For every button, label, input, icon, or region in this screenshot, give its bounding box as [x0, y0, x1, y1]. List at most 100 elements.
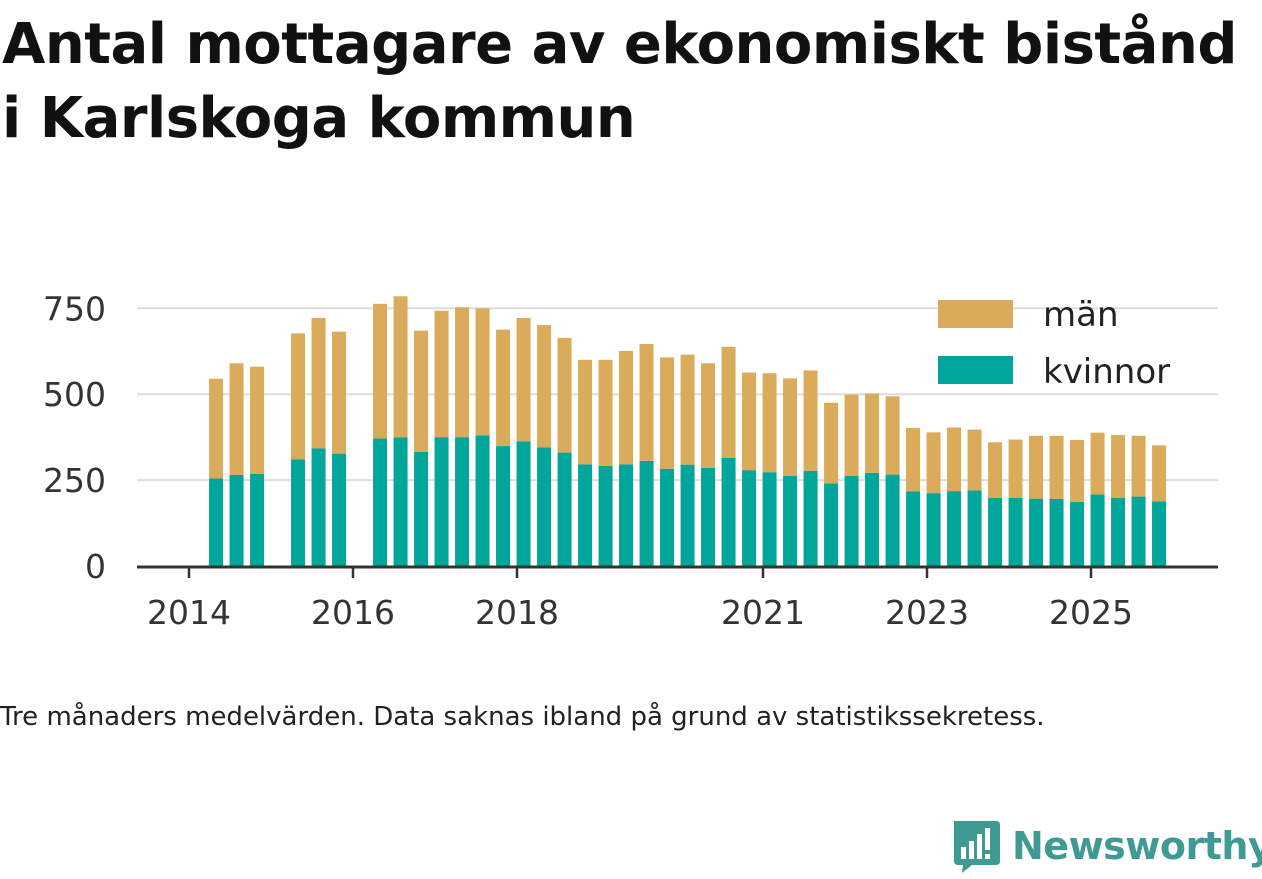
bar-man — [496, 329, 511, 447]
bar-man — [332, 331, 347, 454]
bar-kvinnor — [434, 437, 449, 566]
bar-man — [1152, 445, 1167, 502]
bar-man — [680, 354, 695, 465]
newsworthy-logo: Newsworthy — [950, 818, 1262, 874]
legend-label-kvinnor: kvinnor — [1043, 352, 1170, 392]
bar-man — [742, 372, 757, 471]
bar-kvinnor — [660, 468, 675, 566]
x-tick-label-2016: 2016 — [311, 593, 395, 632]
newsworthy-logo-text: Newsworthy — [1012, 824, 1262, 868]
bar-kvinnor — [496, 446, 511, 566]
bar-kvinnor — [947, 491, 962, 566]
x-tick-label-2018: 2018 — [475, 593, 559, 632]
legend-swatch-man — [938, 300, 1013, 328]
bar-kvinnor — [926, 493, 941, 566]
bar-man — [803, 370, 818, 471]
bar-man — [906, 427, 921, 492]
bar-kvinnor — [844, 475, 859, 566]
bar-kvinnor — [557, 452, 572, 566]
bar-kvinnor — [906, 491, 921, 566]
bar-man — [824, 402, 839, 484]
bar-man — [393, 296, 408, 438]
y-tick-label-500: 500 — [43, 375, 106, 414]
bar-man — [619, 350, 634, 465]
bar-kvinnor — [619, 464, 634, 566]
bar-man — [250, 366, 265, 474]
bar-kvinnor — [1029, 498, 1044, 566]
y-tick-label-0: 0 — [85, 547, 106, 586]
bar-man — [1111, 435, 1126, 498]
bar-man — [1008, 439, 1023, 498]
bar-man — [209, 378, 224, 479]
bar-man — [639, 344, 654, 461]
bar-kvinnor — [1131, 496, 1146, 566]
bar-man — [598, 359, 613, 467]
bar-man — [762, 373, 777, 473]
bar-kvinnor — [865, 472, 880, 566]
bar-kvinnor — [1049, 498, 1064, 566]
bar-man — [455, 307, 470, 438]
newsworthy-logo-icon — [954, 821, 1000, 873]
bar-kvinnor — [1152, 501, 1167, 566]
bar-man — [578, 359, 593, 465]
bar-kvinnor — [1070, 501, 1085, 566]
series-man-bars — [209, 296, 1167, 502]
bar-kvinnor — [803, 470, 818, 566]
bar-kvinnor — [967, 490, 982, 566]
bar-man — [537, 325, 552, 448]
bar-kvinnor — [332, 453, 347, 566]
x-tick-label-2025: 2025 — [1049, 593, 1133, 632]
y-axis-ticks: 0 250 500 750 — [43, 289, 106, 586]
bar-man — [475, 308, 490, 436]
x-axis-ticks: 2014 2016 2018 2021 2023 2025 — [147, 568, 1133, 632]
bar-man — [967, 429, 982, 491]
bar-kvinnor — [721, 457, 736, 566]
bar-man — [926, 432, 941, 494]
bar-kvinnor — [291, 459, 306, 566]
bar-man — [1049, 435, 1064, 499]
bar-kvinnor — [229, 474, 244, 566]
series-kvinnor-bars — [209, 435, 1167, 566]
bar-kvinnor — [783, 475, 798, 566]
bar-man — [701, 363, 716, 468]
bar-kvinnor — [414, 451, 429, 566]
legend: män kvinnor — [938, 295, 1170, 392]
x-tick-label-2021: 2021 — [721, 593, 805, 632]
bar-man — [885, 396, 900, 475]
bar-kvinnor — [639, 460, 654, 566]
bar-man — [414, 330, 429, 452]
bar-chart: 0 250 500 750 2014 2016 2018 2021 2023 2025 män … — [43, 289, 1218, 632]
legend-swatch-kvinnor — [938, 356, 1013, 384]
bar-man — [1090, 432, 1105, 495]
bar-kvinnor — [988, 497, 1003, 566]
bar-kvinnor — [578, 464, 593, 566]
bar-man — [721, 346, 736, 458]
bar-kvinnor — [1008, 497, 1023, 566]
x-tick-label-2014: 2014 — [147, 593, 231, 632]
bar-man — [660, 357, 675, 469]
bar-kvinnor — [209, 478, 224, 566]
bar-kvinnor — [1111, 497, 1126, 566]
bar-kvinnor — [701, 467, 716, 566]
bar-man — [865, 393, 880, 473]
bar-man — [557, 337, 572, 453]
bar-kvinnor — [762, 472, 777, 566]
y-tick-label-250: 250 — [43, 461, 106, 500]
bar-kvinnor — [598, 466, 613, 566]
bar-man — [229, 363, 244, 475]
bar-man — [1131, 435, 1146, 497]
bar-man — [844, 394, 859, 476]
bar-man — [1070, 439, 1085, 502]
bar-man — [516, 317, 531, 442]
bar-kvinnor — [311, 448, 326, 566]
bar-kvinnor — [1090, 494, 1105, 566]
bar-man — [783, 378, 798, 476]
x-tick-label-2023: 2023 — [885, 593, 969, 632]
bar-kvinnor — [373, 438, 388, 566]
bar-man — [947, 427, 962, 492]
chart-title: Antal mottagare av ekonomiskt bistånd i … — [2, 12, 1237, 151]
bar-kvinnor — [516, 441, 531, 566]
legend-label-man: män — [1043, 295, 1119, 335]
bar-man — [1029, 435, 1044, 499]
bar-man — [311, 317, 326, 449]
